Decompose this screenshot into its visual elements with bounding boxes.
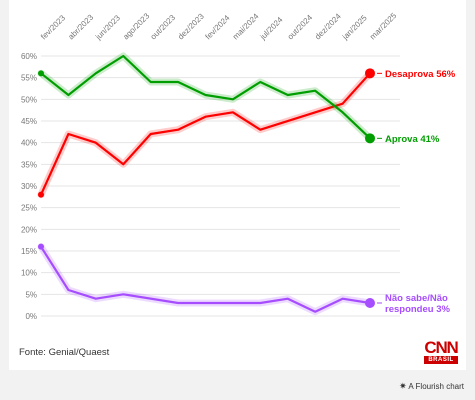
x-tick-label: dez/2023 (176, 11, 206, 41)
series-line-glow (37, 52, 374, 142)
series-line[interactable] (39, 54, 372, 140)
series-end-point[interactable] (365, 298, 375, 308)
series-label: respondeu 3% (385, 304, 450, 315)
y-tick-label: 15% (21, 247, 37, 256)
series-line[interactable] (39, 245, 372, 313)
series-label: Aprova 41% (385, 134, 440, 145)
series-line[interactable] (39, 72, 372, 196)
x-tick-label: fev/2024 (204, 13, 232, 41)
flourish-credit[interactable]: ✷ A Flourish chart (399, 381, 464, 392)
y-tick-label: 25% (21, 204, 37, 213)
y-tick-label: 0% (25, 312, 37, 321)
series-label: Desaprova 56% (385, 69, 456, 80)
x-tick-label: fev/2023 (39, 13, 67, 41)
y-tick-label: 30% (21, 182, 37, 191)
series-end-point[interactable] (365, 68, 375, 79)
y-tick-label: 50% (21, 95, 37, 104)
series-start-point[interactable] (38, 70, 44, 77)
series-label: Não sabe/Não (385, 293, 448, 304)
y-tick-label: 45% (21, 117, 37, 126)
x-tick-label: dez/2024 (313, 11, 343, 41)
x-tick-label: ago/2023 (121, 11, 151, 41)
y-tick-label: 20% (21, 225, 37, 234)
x-tick-label: jun/2023 (93, 13, 122, 42)
x-tick-label: out/2024 (286, 13, 315, 42)
y-tick-label: 55% (21, 74, 37, 83)
x-tick-label: out/2023 (149, 13, 178, 42)
series-start-point[interactable] (38, 191, 44, 198)
cnn-brasil-logo: CNN BRASIL (424, 338, 459, 367)
cnn-logo-sub: BRASIL (424, 356, 458, 364)
flourish-star-icon: ✷ (399, 381, 407, 391)
y-tick-label: 10% (21, 269, 37, 278)
x-tick-label: abr/2023 (66, 12, 95, 41)
source-note: Fonte: Genial/Quaest (19, 347, 110, 358)
series-start-point[interactable] (38, 243, 44, 250)
y-tick-label: 60% (21, 52, 37, 61)
chart-card (9, 0, 466, 370)
y-tick-label: 40% (21, 139, 37, 148)
flourish-credit-text: A Flourish chart (408, 382, 464, 391)
x-tick-label: jul/2024 (258, 15, 285, 42)
series-end-point[interactable] (365, 133, 375, 144)
cnn-logo-text: CNN (424, 338, 458, 357)
x-tick-label: jan/2025 (340, 13, 369, 42)
y-tick-label: 35% (21, 160, 37, 169)
y-tick-label: 5% (25, 290, 37, 299)
x-tick-label: mai/2024 (231, 11, 261, 41)
x-tick-label: mar/2025 (368, 11, 399, 42)
